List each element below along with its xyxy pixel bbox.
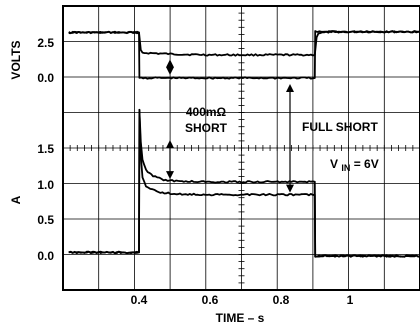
vin-subscript: IN [341, 163, 350, 173]
current-trace [68, 108, 420, 258]
amps-tick-label: 0.0 [37, 249, 54, 263]
annotation-arrows [166, 59, 294, 193]
annotation-full-short: FULL SHORT [302, 120, 378, 134]
x-tick-label: 1 [347, 293, 354, 307]
vin-prefix: V [330, 157, 338, 171]
plot-frame [62, 5, 420, 291]
traces [68, 30, 420, 258]
x-tick-label: 0.6 [202, 293, 219, 307]
tick-marks [62, 5, 420, 291]
voltage-trace [68, 30, 420, 80]
x-axis-label: TIME – s [216, 311, 265, 325]
volts-axis-label: VOLTS [9, 40, 23, 79]
amps-tick-label: 0.5 [37, 213, 54, 227]
vin-value: = 6V [354, 157, 379, 171]
arrow-400m-voltage-head [166, 59, 174, 68]
annotation-400mohm: 400mΩ [186, 105, 227, 119]
amps-axis-label: A [9, 195, 23, 204]
annotation-vin: V IN = 6V [330, 157, 379, 174]
volts-tick-label: 0.0 [37, 71, 54, 85]
amps-tick-label: 1.5 [37, 142, 54, 156]
arrow-full-short-head [286, 84, 294, 92]
arrow-full-short-head [286, 184, 294, 193]
arrow-400m-current-head [166, 171, 174, 180]
x-tick-label: 0.4 [131, 293, 148, 307]
annotation-short: SHORT [185, 121, 228, 135]
arrow-400m-current-head [166, 140, 174, 148]
x-tick-label: 0.8 [273, 293, 290, 307]
volts-tick-label: 2.5 [37, 36, 54, 50]
amps-tick-label: 1.0 [37, 178, 54, 192]
arrow-400m-voltage-head [166, 67, 174, 75]
